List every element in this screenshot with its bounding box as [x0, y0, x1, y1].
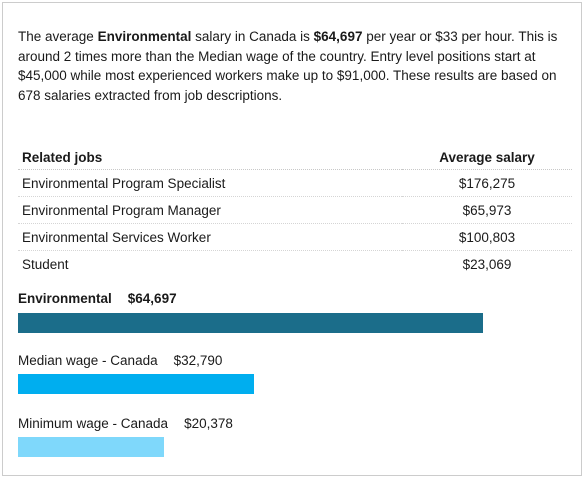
bar-label-text: Environmental	[18, 291, 112, 306]
header-related-jobs: Related jobs	[18, 145, 402, 170]
salary-bar-median-wage	[18, 374, 254, 394]
salary-card: The average Environmental salary in Cana…	[2, 2, 582, 476]
table-row: Student $23,069	[18, 251, 572, 278]
summary-job-title: Environmental	[97, 29, 192, 44]
salary-bar-minimum-wage	[18, 437, 164, 457]
related-job-name: Environmental Program Specialist	[18, 169, 402, 197]
table-row: Environmental Services Worker $100,803	[18, 223, 572, 251]
related-job-salary: $65,973	[402, 196, 572, 224]
related-jobs-table: Related jobs Average salary Environmenta…	[18, 145, 572, 277]
related-job-salary: $23,069	[462, 256, 512, 272]
bar-label-text: Minimum wage - Canada	[18, 416, 169, 431]
table-header-row: Related jobs Average salary	[18, 145, 572, 170]
bar-label-amount: $32,790	[173, 353, 223, 368]
summary-text-2: salary in Canada is	[191, 29, 314, 44]
bar-label-median-wage: Median wage - Canada $32,790	[18, 353, 222, 368]
related-job-name: Student	[22, 256, 69, 272]
related-job-salary: $100,803	[402, 223, 572, 251]
bar-label-minimum-wage: Minimum wage - Canada $20,378	[18, 416, 233, 431]
salary-summary: The average Environmental salary in Cana…	[18, 27, 574, 105]
summary-salary: $64,697	[313, 29, 363, 44]
bar-label-text: Median wage - Canada	[18, 353, 158, 368]
header-average-salary: Average salary	[402, 145, 572, 170]
related-job-name: Environmental Services Worker	[18, 223, 402, 251]
related-job-salary: $176,275	[402, 169, 572, 197]
table-row: Environmental Program Manager $65,973	[18, 196, 572, 224]
related-job-name: Environmental Program Manager	[18, 196, 402, 224]
bar-label-environmental: Environmental $64,697	[18, 291, 177, 306]
summary-text-1: The average	[18, 29, 98, 44]
table-row: Environmental Program Specialist $176,27…	[18, 169, 572, 197]
bar-label-amount: $20,378	[184, 416, 233, 431]
summary-text-3: per year or $33 per hour. This is around…	[18, 29, 558, 103]
salary-bar-environmental	[18, 313, 483, 333]
bar-label-amount: $64,697	[127, 291, 177, 306]
